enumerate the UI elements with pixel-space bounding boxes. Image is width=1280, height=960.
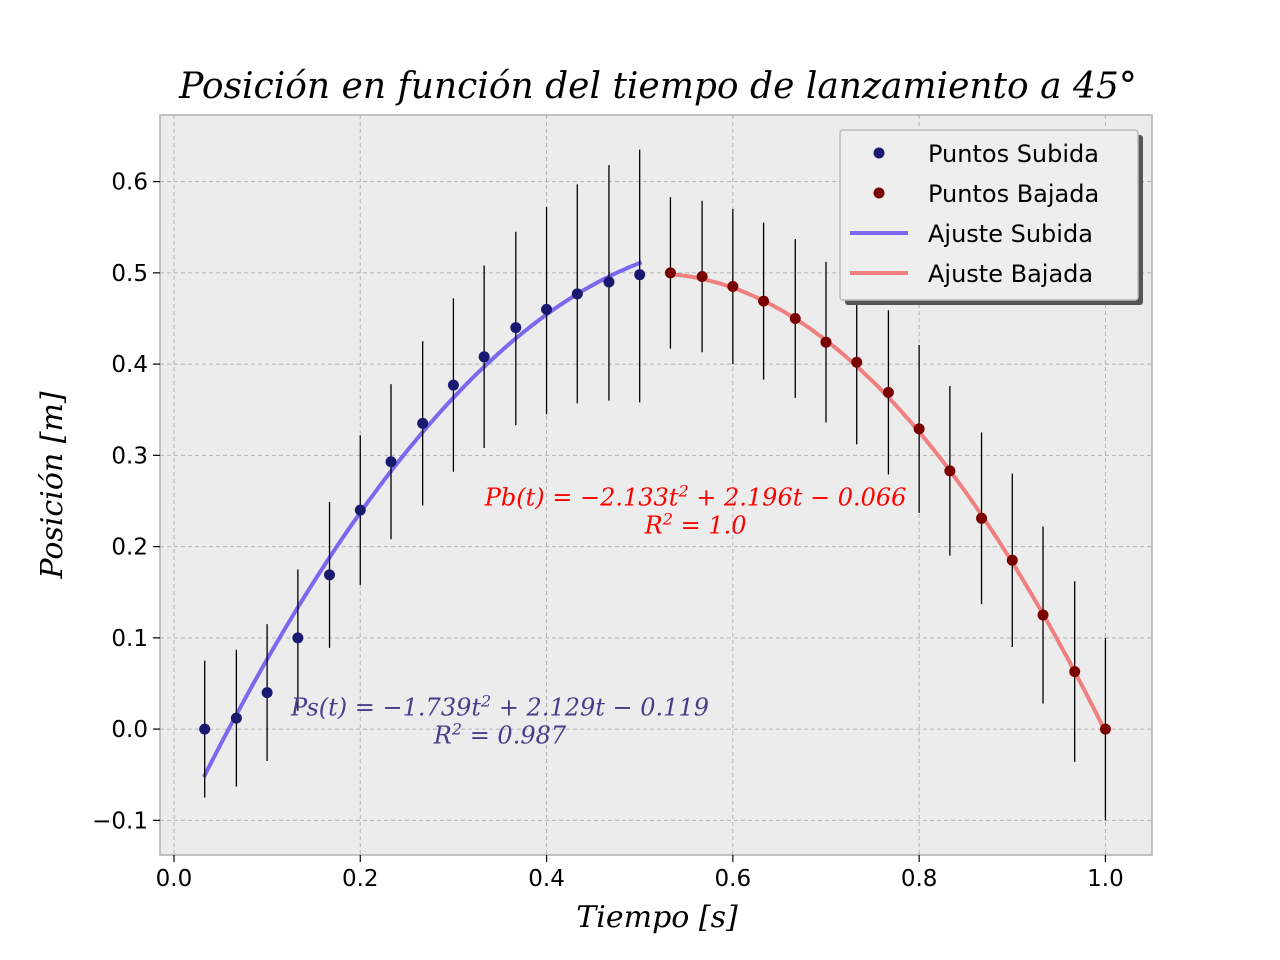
legend-label: Ajuste Bajada [928, 260, 1093, 288]
data-point [510, 322, 522, 334]
data-point [417, 417, 429, 429]
data-point [696, 271, 708, 283]
data-point [820, 336, 832, 348]
fit-equation: Ps(t) = −1.739t2 + 2.129t − 0.119 [290, 691, 709, 721]
data-point [1037, 609, 1049, 621]
data-point [603, 276, 615, 288]
data-point [634, 269, 646, 281]
y-tick-label: 0.4 [111, 352, 148, 378]
y-tick-label: −0.1 [92, 808, 148, 834]
data-point [541, 303, 553, 315]
y-tick-label: 0.5 [111, 261, 148, 287]
y-axis-label: Posición [m] [35, 391, 70, 579]
data-point [478, 351, 490, 363]
legend: Puntos Subida Puntos Bajada Ajuste Subida A… [839, 129, 1143, 305]
y-tick-label: 0.1 [111, 626, 148, 652]
r-squared-label: R2 = 0.987 [433, 719, 567, 749]
x-tick-label: 0.2 [342, 866, 379, 892]
y-tick-label: 0.6 [111, 170, 148, 196]
r-squared-label: R2 = 1.0 [644, 510, 747, 540]
data-point [571, 288, 583, 300]
x-tick-label: 0.6 [715, 866, 752, 892]
data-point [758, 295, 770, 307]
y-axis-ticks: −0.1 0.0 0.1 0.2 0.3 0.4 0.5 0.6 [92, 170, 160, 834]
legend-label: Puntos Bajada [928, 180, 1099, 208]
legend-marker [873, 147, 885, 159]
y-tick-label: 0.0 [111, 717, 148, 743]
fit-equation: Pb(t) = −2.133t2 + 2.196t − 0.066 [484, 482, 907, 512]
data-point [789, 312, 801, 324]
legend-label: Puntos Subida [928, 140, 1099, 168]
data-point [851, 356, 863, 368]
data-points [199, 267, 1111, 735]
data-point [664, 267, 676, 279]
x-axis-label: Tiempo [s] [576, 900, 738, 935]
x-tick-label: 0.4 [528, 866, 565, 892]
data-point [292, 632, 304, 644]
legend-label: Ajuste Subida [928, 220, 1093, 248]
data-point [1069, 666, 1081, 678]
data-point [1006, 554, 1018, 566]
legend-items: Puntos Subida Puntos Bajada Ajuste Subida A… [850, 140, 1099, 288]
data-point [354, 504, 366, 516]
legend-marker [873, 187, 885, 199]
x-tick-label: 1.0 [1087, 866, 1124, 892]
chart-title: Posición en función del tiempo de lanzam… [178, 66, 1137, 107]
data-point [324, 569, 336, 581]
data-point [230, 712, 242, 724]
data-point [261, 687, 273, 699]
data-point [727, 281, 739, 293]
x-tick-label: 0.0 [156, 866, 193, 892]
x-axis-ticks: 0.0 0.2 0.4 0.6 0.8 1.0 [156, 855, 1124, 892]
data-point [199, 723, 211, 735]
data-point [913, 423, 925, 435]
x-tick-label: 0.8 [901, 866, 938, 892]
data-point [447, 379, 459, 391]
data-point [1099, 723, 1111, 735]
y-tick-label: 0.2 [111, 535, 148, 561]
y-tick-label: 0.3 [111, 443, 148, 469]
data-point [882, 386, 894, 398]
data-point [385, 456, 397, 468]
data-point [976, 512, 988, 524]
data-point [944, 465, 956, 477]
legend-box [839, 129, 1139, 301]
